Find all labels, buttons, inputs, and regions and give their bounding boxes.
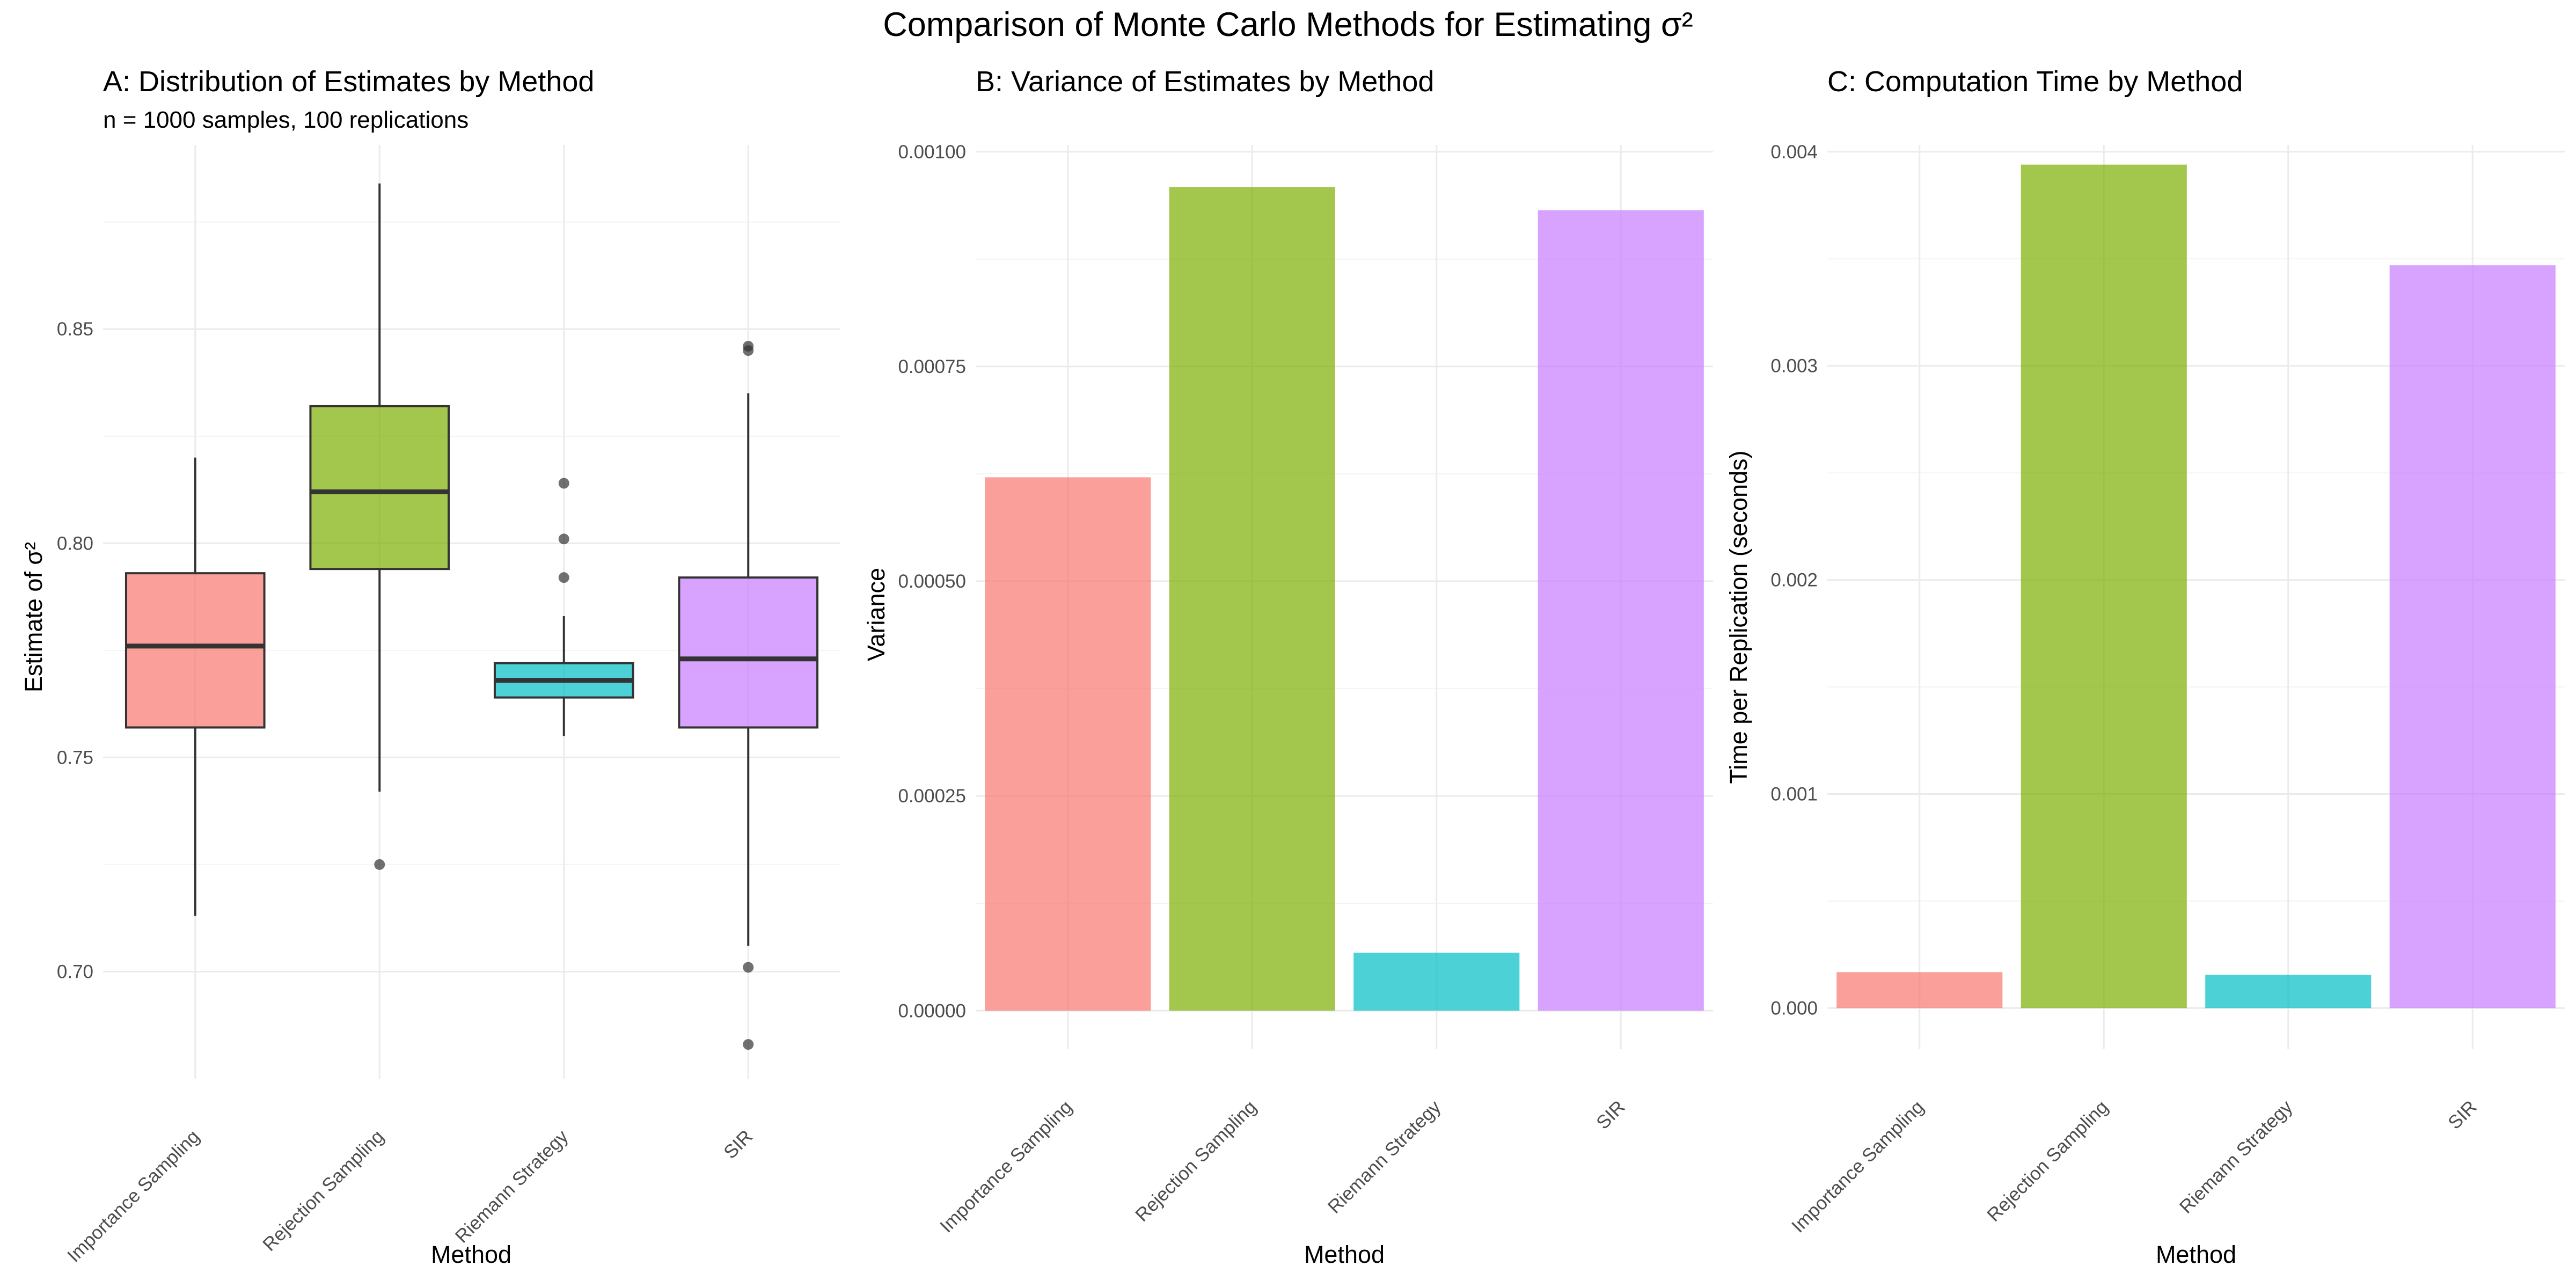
- panel-a-box-importance-sampling-iqr: [125, 572, 266, 729]
- panel-c-bars: [1836, 164, 2556, 1008]
- panel-a-box-sir-outlier: [743, 1039, 754, 1050]
- panel-a-x-tick-label-sir: SIR: [720, 1126, 757, 1163]
- panel-a-y-ticks: 0.70 0.75 0.80 0.85: [57, 319, 93, 982]
- panel-a-box-importance-sampling: [125, 457, 266, 916]
- panel-c-x-tick-label-sir: SIR: [2444, 1096, 2481, 1133]
- panel-a-y-tick-label: 0.80: [57, 533, 93, 554]
- panel-a-title: A: Distribution of Estimates by Method: [103, 65, 594, 98]
- panel-c-y-tick-label: 0.001: [1770, 784, 1818, 804]
- panel-c-y-tick-label: 0.000: [1770, 998, 1818, 1019]
- panel-c-x-tick-label-importance-sampling: Importance Sampling: [1788, 1096, 1928, 1236]
- panel-b-x-tick-label-sir: SIR: [1592, 1096, 1629, 1133]
- panel-a-box-sir: [678, 341, 819, 1050]
- panel-a-box-rejection-sampling-outlier: [374, 859, 385, 870]
- panel-b-bars: [985, 187, 1704, 1011]
- panel-b-bar-rejection-sampling: [1169, 187, 1335, 1011]
- panel-a-box-riemann-strategy: [493, 478, 634, 736]
- panel-c-x-ticks: Importance Sampling Rejection Sampling Rie…: [1788, 1096, 2481, 1237]
- panel-b-bar-importance-sampling: [985, 477, 1151, 1011]
- panel-a-y-axis-title: Estimate of σ²: [20, 542, 47, 692]
- panel-a-x-tick-label-rejection-sampling: Rejection Sampling: [259, 1126, 388, 1255]
- panel-a-x-tick-label-riemann-strategy: Riemann Strategy: [451, 1126, 573, 1247]
- panel-c-bar-rejection-sampling: [2021, 164, 2187, 1008]
- panel-c-bar-importance-sampling: [1836, 972, 2003, 1008]
- panel-c-x-tick-label-rejection-sampling: Rejection Sampling: [1983, 1096, 2112, 1226]
- panel-a-x-ticks: Importance Sampling Rejection Sampling Rie…: [63, 1126, 757, 1267]
- figure-title: Comparison of Monte Carlo Methods for Es…: [883, 6, 1693, 43]
- panel-c-bar-riemann-strategy: [2205, 975, 2372, 1008]
- panel-b-x-tick-label-importance-sampling: Importance Sampling: [936, 1096, 1076, 1236]
- panel-a-y-tick-label: 0.70: [57, 961, 93, 982]
- panel-b-x-axis-title: Method: [1304, 1241, 1385, 1268]
- panel-b-x-tick-label-riemann-strategy: Riemann Strategy: [1324, 1096, 1445, 1218]
- panel-b-y-tick-label: 0.00100: [898, 142, 966, 163]
- panel-a-subtitle: n = 1000 samples, 100 replications: [103, 107, 469, 133]
- panel-c-bar-sir: [2389, 265, 2556, 1008]
- panel-b-y-tick-label: 0.00000: [898, 1000, 966, 1021]
- panel-c-x-tick-label-riemann-strategy: Riemann Strategy: [2176, 1096, 2297, 1218]
- panel-a-box-sir-iqr: [678, 576, 819, 729]
- panel-c-y-tick-label: 0.004: [1770, 142, 1818, 163]
- panel-a-x-axis-title: Method: [431, 1241, 511, 1268]
- panel-a-box-rejection-sampling: [309, 183, 450, 870]
- panel-b-y-ticks: 0.00000 0.00025 0.00050 0.00075 0.00100: [898, 142, 966, 1021]
- panel-c-y-axis-title: Time per Replication (seconds): [1725, 450, 1752, 784]
- panel-a-box-riemann-strategy-outlier: [558, 478, 569, 489]
- panel-a-box-sir-outlier: [743, 345, 754, 356]
- panel-c-y-tick-label: 0.002: [1770, 570, 1818, 591]
- panel-b-y-axis-title: Variance: [862, 568, 890, 661]
- panel-b-y-tick-label: 0.00050: [898, 571, 966, 592]
- panel-c-y-ticks: 0.000 0.001 0.002 0.003 0.004: [1770, 142, 1818, 1019]
- panel-a-x-tick-label-importance-sampling: Importance Sampling: [63, 1126, 203, 1266]
- panel-a-y-tick-label: 0.85: [57, 319, 93, 340]
- panel-c-y-tick-label: 0.003: [1770, 356, 1818, 377]
- panel-a-box-riemann-strategy-outlier: [558, 533, 569, 545]
- panel-b-bar-riemann-strategy: [1353, 953, 1520, 1011]
- panel-b-x-ticks: Importance Sampling Rejection Sampling Rie…: [936, 1096, 1629, 1237]
- panel-b-y-tick-label: 0.00025: [898, 786, 966, 807]
- panel-a-box-sir-outlier: [743, 962, 754, 973]
- panel-b-y-tick-label: 0.00075: [898, 356, 966, 377]
- panel-a-y-tick-label: 0.75: [57, 747, 93, 768]
- panel-a-box-riemann-strategy-outlier: [558, 572, 569, 583]
- panel-a-boxes: [125, 183, 819, 1050]
- panel-c-bar-chart: C: Computation Time by Method 0.000 0.001…: [1725, 65, 2565, 1268]
- panel-b-bar-chart: B: Variance of Estimates by Method 0.000…: [862, 65, 1713, 1268]
- panel-a-box-rejection-sampling-iqr: [309, 405, 450, 570]
- panel-a-box-chart: A: Distribution of Estimates by Method n…: [20, 65, 840, 1268]
- panel-c-title: C: Computation Time by Method: [1827, 65, 2243, 98]
- panel-b-title: B: Variance of Estimates by Method: [976, 65, 1434, 98]
- panel-b-x-tick-label-rejection-sampling: Rejection Sampling: [1131, 1096, 1261, 1226]
- panel-b-bar-sir: [1538, 210, 1704, 1011]
- panel-c-x-axis-title: Method: [2156, 1241, 2236, 1268]
